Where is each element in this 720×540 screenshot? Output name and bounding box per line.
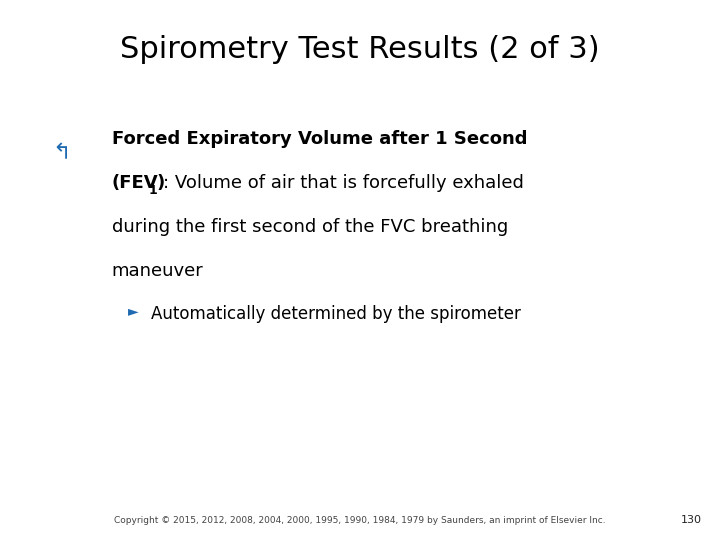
Text: ): ) — [156, 174, 164, 192]
Text: Forced Expiratory Volume after 1 Second: Forced Expiratory Volume after 1 Second — [112, 130, 527, 147]
Text: ►: ► — [128, 305, 138, 319]
Text: (FEV: (FEV — [112, 174, 158, 192]
Text: 1: 1 — [149, 184, 158, 197]
Text: Automatically determined by the spirometer: Automatically determined by the spiromet… — [151, 305, 521, 322]
Text: during the first second of the FVC breathing: during the first second of the FVC breat… — [112, 218, 508, 236]
Text: ↰: ↰ — [52, 143, 71, 163]
Text: Copyright © 2015, 2012, 2008, 2004, 2000, 1995, 1990, 1984, 1979 by Saunders, an: Copyright © 2015, 2012, 2008, 2004, 2000… — [114, 516, 606, 525]
Text: : Volume of air that is forcefully exhaled: : Volume of air that is forcefully exhal… — [163, 174, 524, 192]
Text: Spirometry Test Results (2 of 3): Spirometry Test Results (2 of 3) — [120, 35, 600, 64]
Text: 130: 130 — [681, 515, 702, 525]
Text: maneuver: maneuver — [112, 262, 203, 280]
